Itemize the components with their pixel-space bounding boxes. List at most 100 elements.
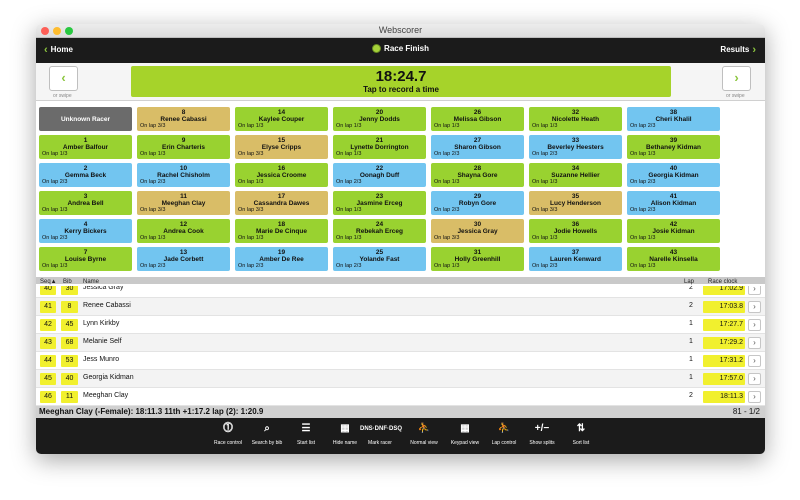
seq-column-header[interactable]: Seq▲ — [40, 279, 57, 285]
runner-button[interactable]: ⛹ Lap control — [484, 422, 524, 446]
racer-tile[interactable]: 42 Josie Kidman On lap 1/3 — [627, 219, 720, 243]
racer-tile[interactable]: 13 Jade Corbett On lap 2/3 — [137, 247, 230, 271]
racer-name: Sharon Gibson — [454, 144, 501, 151]
row-detail-button[interactable]: › — [748, 391, 761, 403]
racer-tile[interactable]: 22 Oonagh Duff On lap 2/3 — [333, 163, 426, 187]
plus-minus-button[interactable]: +/− Show splits — [522, 422, 562, 446]
record-time-button[interactable]: 18:24.7 Tap to record a time — [131, 66, 671, 97]
racer-tile[interactable]: 16 Jessica Croome On lap 1/3 — [235, 163, 328, 187]
racer-bib: 7 — [83, 249, 88, 256]
runners-button[interactable]: ⛹ Normal view — [404, 422, 444, 446]
racer-tile[interactable]: 2 Gemma Beck On lap 2/3 — [39, 163, 132, 187]
racer-tile[interactable]: 34 Suzanne Hellier On lap 1/3 — [529, 163, 622, 187]
runner-icon: ⛹ — [497, 423, 511, 434]
bib-column-header[interactable]: Bib — [63, 279, 72, 285]
result-row[interactable]: 46 11 Meeghan Clay 2 18:11.3 › — [36, 388, 765, 406]
racer-tile[interactable]: 12 Andrea Cook On lap 1/3 — [137, 219, 230, 243]
racer-tile[interactable]: 33 Beverley Heesters On lap 2/3 — [529, 135, 622, 159]
racer-tile[interactable]: 9 Erin Charteris On lap 1/3 — [137, 135, 230, 159]
result-row[interactable]: 40 30 Jessica Gray 2 17:02.9 › — [36, 286, 765, 298]
racer-tile[interactable]: 23 Jasmine Erceg On lap 1/3 — [333, 191, 426, 215]
racer-bib: 13 — [179, 249, 188, 256]
racer-tile[interactable]: 7 Louise Byrne On lap 1/3 — [39, 247, 132, 271]
result-row[interactable]: 43 68 Melanie Self 1 17:29.2 › — [36, 334, 765, 352]
row-detail-button[interactable]: › — [748, 319, 761, 331]
row-detail-button[interactable]: › — [748, 373, 761, 385]
racer-tile[interactable]: 18 Marie De Cinque On lap 1/3 — [235, 219, 328, 243]
racer-tile[interactable]: 38 Cheri Khalil On lap 2/3 — [627, 107, 720, 131]
close-window-button[interactable] — [41, 27, 49, 35]
racer-tile[interactable]: 39 Bethaney Kidman On lap 1/3 — [627, 135, 720, 159]
result-row[interactable]: 45 40 Georgia Kidman 1 17:57.0 › — [36, 370, 765, 388]
search-button[interactable]: ⌕ Search by bib — [247, 422, 287, 446]
racer-tile[interactable]: 3 Andrea Bell On lap 1/3 — [39, 191, 132, 215]
alert-button[interactable]: ⓵ Race control — [208, 422, 248, 446]
racer-tile[interactable]: 21 Lynette Dorrington On lap 1/3 — [333, 135, 426, 159]
racer-tile[interactable]: 43 Narelle Kinsella On lap 1/3 — [627, 247, 720, 271]
row-detail-button[interactable]: › — [748, 301, 761, 313]
keypad-grid-button[interactable]: ▦ Hide name — [325, 422, 365, 446]
racer-tile[interactable]: 40 Georgia Kidman On lap 2/3 — [627, 163, 720, 187]
dns-dnf-dsq-icon: DNS·DNF·DSQ — [360, 426, 402, 432]
previous-screen-button[interactable]: ‹ — [49, 66, 78, 91]
racer-name: Erin Charteris — [162, 144, 205, 151]
racer-tile[interactable]: 24 Rebekah Erceg On lap 1/3 — [333, 219, 426, 243]
dns-dnf-dsq-button[interactable]: DNS·DNF·DSQ Mark racer — [360, 422, 402, 446]
racer-tile[interactable]: 27 Sharon Gibson On lap 2/3 — [431, 135, 524, 159]
next-screen-button[interactable]: › — [722, 66, 751, 91]
racer-lap: On lap 1/3 — [140, 235, 166, 241]
racer-name: Robyn Gore — [458, 200, 497, 207]
racer-tile[interactable]: 25 Yolande Fast On lap 2/3 — [333, 247, 426, 271]
racer-tile[interactable]: 32 Nicolette Heath On lap 1/3 — [529, 107, 622, 131]
racer-tile[interactable]: 10 Rachel Chisholm On lap 2/3 — [137, 163, 230, 187]
racer-tile[interactable]: 41 Alison Kidman On lap 2/3 — [627, 191, 720, 215]
toolbar-label: Lap control — [491, 440, 517, 446]
lap-column-header[interactable]: Lap — [684, 279, 695, 285]
racer-tile[interactable]: 19 Amber De Ree On lap 2/3 — [235, 247, 328, 271]
page-title: Race Finish — [36, 44, 765, 53]
row-bib: 45 — [61, 319, 78, 331]
maximize-window-button[interactable] — [65, 27, 73, 35]
racer-tile[interactable]: 26 Melissa Gibson On lap 1/3 — [431, 107, 524, 131]
results-button[interactable]: Results › — [720, 44, 756, 55]
race-clock-column-header[interactable]: Race clock — [708, 279, 738, 285]
racer-tile[interactable]: 15 Elyse Cripps On lap 3/3 — [235, 135, 328, 159]
chevron-right-icon: › — [753, 302, 756, 311]
racer-grid: Unknown Racer 8 Renee Cabassi On lap 3/3 14 K… — [36, 102, 765, 277]
list-button[interactable]: ☰ Start list — [286, 422, 326, 446]
home-button[interactable]: ‹ Home — [44, 44, 73, 55]
nav-bar: ‹ Home Race Finish Results › — [36, 38, 765, 63]
name-column-header[interactable]: Name — [83, 279, 100, 285]
racer-tile[interactable]: 20 Jenny Dodds On lap 1/3 — [333, 107, 426, 131]
racer-tile[interactable]: Unknown Racer — [39, 107, 132, 131]
racer-tile[interactable]: 4 Kerry Bickers On lap 2/3 — [39, 219, 132, 243]
result-row[interactable]: 41 8 Renee Cabassi 2 17:03.8 › — [36, 298, 765, 316]
racer-tile[interactable]: 36 Jodie Howells On lap 1/3 — [529, 219, 622, 243]
row-seq: 42 — [40, 319, 56, 331]
result-row[interactable]: 42 45 Lynn Kirkby 1 17:27.7 › — [36, 316, 765, 334]
racer-tile[interactable]: 17 Cassandra Dawes On lap 3/3 — [235, 191, 328, 215]
racer-tile[interactable]: 14 Kaylee Couper On lap 1/3 — [235, 107, 328, 131]
racer-tile[interactable]: 11 Meeghan Clay On lap 3/3 — [137, 191, 230, 215]
racer-lap: On lap 1/3 — [434, 263, 460, 269]
racer-tile[interactable]: 1 Amber Balfour On lap 1/3 — [39, 135, 132, 159]
toolbar-label: Start list — [296, 440, 316, 446]
stopwatch-icon — [372, 44, 382, 53]
racer-tile[interactable]: 30 Jessica Gray On lap 3/3 — [431, 219, 524, 243]
racer-tile[interactable]: 31 Holly Greenhill On lap 1/3 — [431, 247, 524, 271]
racer-bib: 20 — [375, 109, 384, 116]
row-detail-button[interactable]: › — [748, 337, 761, 349]
racer-tile[interactable]: 35 Lucy Henderson On lap 3/3 — [529, 191, 622, 215]
racer-tile[interactable]: 37 Lauren Kenward On lap 2/3 — [529, 247, 622, 271]
sort-button[interactable]: ⇅ Sort list — [561, 422, 601, 446]
racer-tile[interactable]: 8 Renee Cabassi On lap 3/3 — [137, 107, 230, 131]
row-detail-button[interactable]: › — [748, 355, 761, 367]
result-row[interactable]: 44 53 Jess Munro 1 17:31.2 › — [36, 352, 765, 370]
racer-name: Suzanne Hellier — [551, 172, 600, 179]
racer-tile[interactable]: 28 Shayna Gore On lap 1/3 — [431, 163, 524, 187]
racer-tile[interactable]: 29 Robyn Gore On lap 2/3 — [431, 191, 524, 215]
racer-bib: 3 — [83, 193, 88, 200]
row-detail-button[interactable]: › — [748, 286, 761, 295]
keypad-button[interactable]: ▦ Keypad view — [445, 422, 485, 446]
minimize-window-button[interactable] — [53, 27, 61, 35]
